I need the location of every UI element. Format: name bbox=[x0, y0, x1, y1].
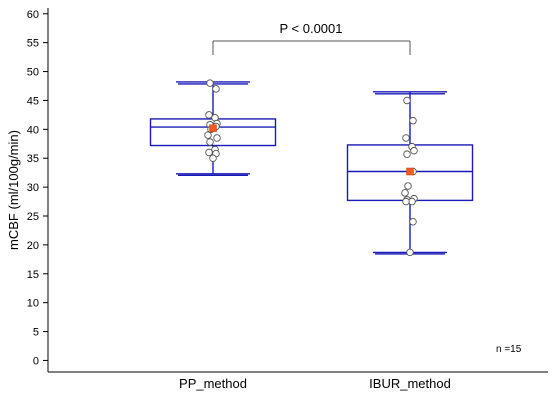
sample-size-label: n =15 bbox=[496, 344, 522, 355]
data-point bbox=[206, 138, 214, 146]
data-point bbox=[409, 218, 417, 226]
y-tick-label-55: 55 bbox=[27, 38, 39, 50]
significance-bracket bbox=[212, 40, 411, 55]
data-point bbox=[403, 96, 411, 105]
y-tick-label-60: 60 bbox=[27, 9, 39, 21]
data-point bbox=[410, 146, 418, 155]
data-point bbox=[212, 85, 220, 93]
p-value-label: P < 0.0001 bbox=[279, 21, 342, 36]
mean-marker bbox=[406, 167, 414, 176]
y-tick-label-45: 45 bbox=[27, 95, 39, 107]
boxes-group bbox=[149, 79, 474, 257]
y-axis-tick-labels: 0 5 10 15 20 25 30 35 40 45 50 55 60 bbox=[27, 9, 39, 368]
y-tick-label-50: 50 bbox=[27, 67, 39, 79]
y-axis-ticks bbox=[43, 13, 48, 361]
y-tick-label-30: 30 bbox=[27, 182, 39, 194]
data-point bbox=[205, 148, 213, 157]
x-axis-labels: PP_method IBUR_method bbox=[179, 376, 451, 391]
data-point bbox=[205, 111, 213, 119]
data-point bbox=[402, 134, 410, 142]
data-point bbox=[403, 150, 411, 158]
y-tick-label-40: 40 bbox=[27, 124, 39, 136]
y-tick-label-0: 0 bbox=[33, 355, 39, 367]
y-tick-label-10: 10 bbox=[27, 298, 39, 310]
y-axis-label: mCBF (ml/100g/min) bbox=[6, 130, 21, 250]
data-point bbox=[401, 189, 409, 197]
data-point bbox=[404, 182, 412, 190]
data-point bbox=[409, 116, 417, 125]
x-label-ibur-method: IBUR_method bbox=[369, 376, 451, 391]
y-tick-label-5: 5 bbox=[33, 327, 39, 339]
y-tick-label-35: 35 bbox=[27, 153, 39, 165]
data-point bbox=[204, 131, 212, 139]
y-tick-label-25: 25 bbox=[27, 211, 39, 223]
data-point bbox=[206, 79, 214, 87]
data-point bbox=[406, 248, 414, 257]
y-tick-label-20: 20 bbox=[27, 240, 39, 252]
box-pp-method bbox=[149, 79, 277, 177]
data-point bbox=[213, 134, 221, 142]
data-point bbox=[209, 154, 217, 162]
data-point bbox=[402, 197, 410, 206]
mean-marker bbox=[209, 124, 217, 132]
box-ibur-method bbox=[346, 91, 474, 257]
y-tick-label-15: 15 bbox=[27, 269, 39, 281]
x-label-pp-method: PP_method bbox=[179, 376, 247, 391]
